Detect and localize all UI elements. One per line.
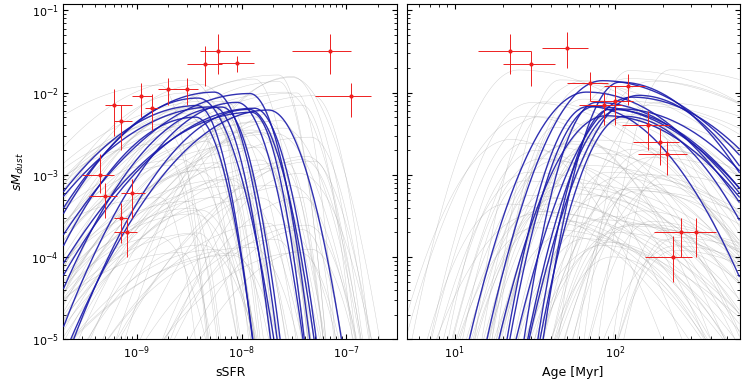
X-axis label: Age [Myr]: Age [Myr]: [542, 366, 604, 379]
Y-axis label: sM$_{dust}$: sM$_{dust}$: [10, 152, 25, 191]
X-axis label: sSFR: sSFR: [215, 366, 245, 379]
